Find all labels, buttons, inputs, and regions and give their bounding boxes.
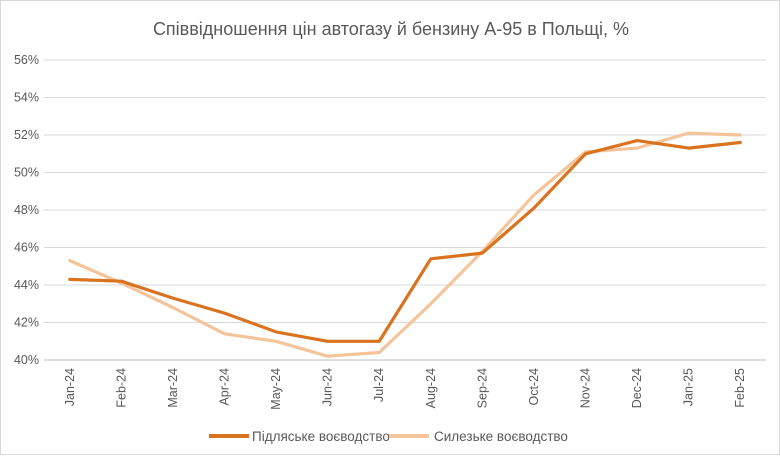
- series-lines: [68, 131, 742, 358]
- x-tick-label: Mar-24: [166, 368, 180, 408]
- x-tick-label: Jul-24: [372, 368, 386, 402]
- y-tick-label: 52%: [14, 128, 39, 142]
- x-tick-label: Feb-24: [114, 368, 128, 408]
- x-tick-label: Sep-24: [475, 368, 489, 408]
- x-tick-label: Jan-25: [682, 368, 696, 406]
- series-line-2: [68, 131, 742, 358]
- legend: Підляське воєводство Силезьке воєводство: [209, 429, 568, 444]
- y-tick-label: 42%: [14, 316, 39, 330]
- y-tick-label: 56%: [14, 53, 39, 67]
- x-tick-label: Oct-24: [527, 368, 541, 406]
- x-axis-ticks: Jan-24 Feb-24 Mar-24 Apr-24 May-24 Jun-24 Jul-…: [63, 368, 747, 410]
- x-tick-label: May-24: [269, 368, 283, 410]
- y-tick-label: 54%: [14, 91, 39, 105]
- y-tick-label: 46%: [14, 241, 39, 255]
- legend-label-series-1: Підляське воєводство: [252, 429, 390, 444]
- y-tick-label: 48%: [14, 203, 39, 217]
- legend-label-series-2: Силезьке воєводство: [434, 429, 568, 444]
- x-tick-label: Aug-24: [424, 368, 438, 408]
- x-tick-label: Apr-24: [218, 368, 232, 406]
- chart-title: Співвідношення цін автогазу й бензину А-…: [153, 19, 629, 39]
- y-tick-label: 40%: [14, 353, 39, 367]
- x-tick-label: Jan-24: [63, 368, 77, 406]
- x-tick-label: Dec-24: [630, 368, 644, 408]
- x-tick-label: Nov-24: [579, 368, 593, 408]
- x-tick-label: Jun-24: [321, 368, 335, 406]
- x-tick-label: Feb-25: [733, 368, 747, 408]
- y-tick-label: 44%: [14, 278, 39, 292]
- series-line-1: [68, 139, 742, 343]
- gridlines: [44, 59, 766, 361]
- y-axis-ticks: 40% 42% 44% 46% 48% 50% 52% 54% 56%: [14, 53, 39, 367]
- y-tick-label: 50%: [14, 166, 39, 180]
